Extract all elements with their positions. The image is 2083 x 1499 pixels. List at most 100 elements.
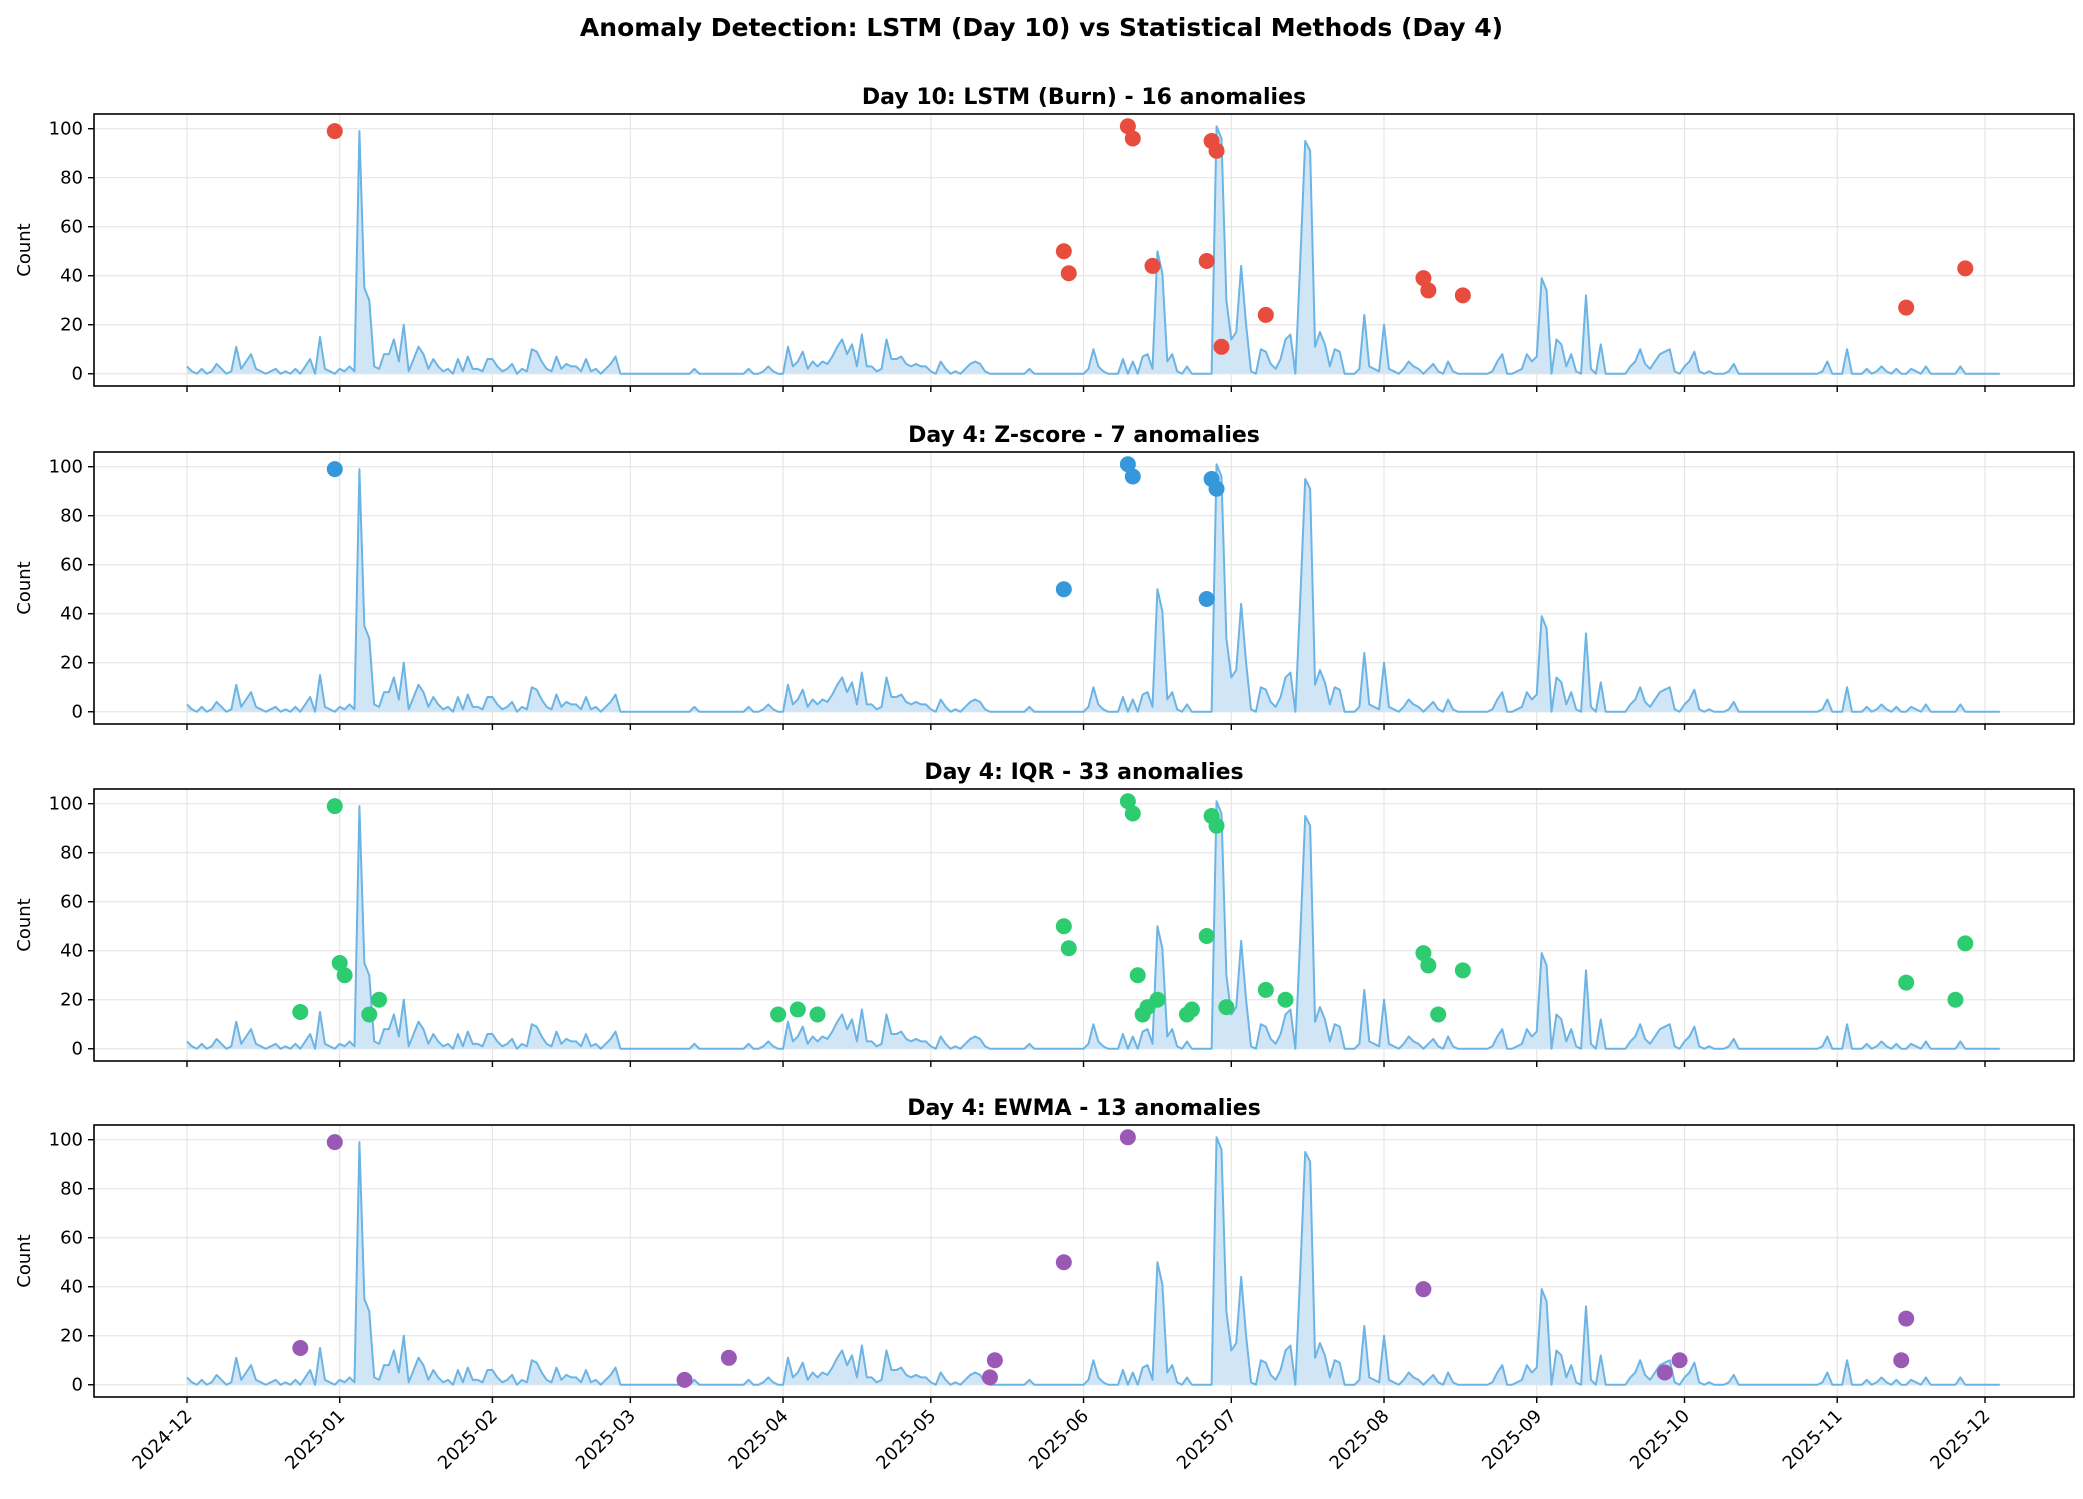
anomaly-point [1149, 991, 1166, 1008]
anomaly-point [1124, 805, 1141, 822]
anomaly-point [331, 954, 348, 971]
y-tick-label: 100 [49, 1130, 83, 1151]
anomaly-point [1415, 945, 1432, 962]
anomaly-point [1208, 817, 1225, 834]
subplot-2: 0 20 40 60 80 100 Count Day 4: Z-score - 7 anom… [14, 423, 2075, 730]
y-tick-label: 60 [60, 892, 83, 913]
y-tick-label: 100 [49, 794, 83, 815]
anomaly-point [1055, 918, 1072, 935]
y-tick-label: 100 [49, 119, 83, 140]
anomaly-point [986, 1352, 1003, 1369]
y-tick-label: 40 [60, 1277, 83, 1298]
anomaly-point [371, 991, 388, 1008]
anomaly-point [1055, 1254, 1072, 1271]
y-tick-label: 20 [60, 1326, 83, 1347]
y-tick-label: 60 [60, 555, 83, 576]
y-tick-label: 40 [60, 941, 83, 962]
series-line [186, 463, 2000, 713]
anomaly-point [1420, 957, 1437, 974]
y-axis-label: Count [14, 561, 35, 614]
series-area [187, 126, 2000, 374]
y-tick-label: 100 [49, 457, 83, 478]
subplot-title: Day 4: EWMA - 13 anomalies [907, 1096, 1261, 1121]
x-tick-label: 2025-12 [1926, 1406, 1994, 1474]
anomaly-point [1119, 793, 1136, 810]
anomaly-point [1420, 282, 1437, 299]
anomaly-point [1198, 591, 1215, 608]
anomaly-point [1898, 299, 1915, 316]
y-tick-label: 0 [72, 702, 83, 723]
y-tick-label: 80 [60, 843, 83, 864]
anomaly-point [1671, 1352, 1688, 1369]
anomaly-markers [292, 1129, 1915, 1388]
anomaly-point [770, 1006, 787, 1023]
y-tick-label: 40 [60, 266, 83, 287]
y-tick-label: 20 [60, 315, 83, 336]
series-area [187, 801, 2000, 1049]
anomaly-point [1060, 940, 1077, 957]
anomaly-point [1257, 306, 1274, 323]
x-tick-label: 2025-08 [1326, 1406, 1394, 1474]
anomaly-point [292, 1003, 309, 1020]
anomaly-point [720, 1349, 737, 1366]
y-axis-label: Count [14, 223, 35, 276]
anomaly-point [1277, 991, 1294, 1008]
x-tick-label: 2025-10 [1626, 1406, 1694, 1474]
y-tick-label: 20 [60, 653, 83, 674]
anomaly-point [1898, 1310, 1915, 1327]
anomaly-point [1119, 1129, 1136, 1146]
anomaly-point [1198, 253, 1215, 270]
anomaly-point [981, 1369, 998, 1386]
x-tick-label: 2025-01 [281, 1406, 349, 1474]
anomaly-point [1656, 1364, 1673, 1381]
x-tick-label: 2025-05 [872, 1406, 940, 1474]
x-tick-label: 2025-04 [725, 1406, 793, 1474]
y-tick-label: 0 [72, 1375, 83, 1396]
anomaly-point [1893, 1352, 1910, 1369]
x-tick-label: 2025-06 [1025, 1406, 1093, 1474]
series-area [187, 464, 2000, 712]
x-tick-label: 2025-09 [1478, 1406, 1546, 1474]
y-tick-label: 0 [72, 364, 83, 385]
subplot-title: Day 4: Z-score - 7 anomalies [908, 423, 1260, 448]
y-axis-label: Count [14, 898, 35, 951]
anomaly-point [1430, 1006, 1447, 1023]
anomaly-point [1144, 257, 1161, 274]
anomaly-point [292, 1339, 309, 1356]
anomaly-point [1124, 468, 1141, 485]
y-tick-label: 20 [60, 990, 83, 1011]
anomaly-point [1957, 260, 1974, 277]
y-axis-label: Count [14, 1234, 35, 1287]
anomaly-point [809, 1006, 826, 1023]
grid [94, 452, 2074, 724]
anomaly-point [789, 1001, 806, 1018]
y-tick-label: 80 [60, 506, 83, 527]
subplot-4: 0 20 40 60 80 100 Count Day 4: EWMA - 13 anomal… [14, 1096, 2075, 1474]
anomaly-point [1257, 981, 1274, 998]
anomaly-point [326, 461, 343, 478]
anomaly-point [1454, 962, 1471, 979]
subplot-3: 0 20 40 60 80 100 Count Day 4: IQR - 33 anomali… [14, 760, 2075, 1067]
series-area [187, 1137, 2000, 1385]
anomaly-point [1060, 265, 1077, 282]
anomaly-point [1124, 130, 1141, 147]
anomaly-point [1947, 991, 1964, 1008]
anomaly-point [326, 123, 343, 140]
anomaly-point [1208, 480, 1225, 497]
x-tick-label: 2024-12 [128, 1406, 196, 1474]
anomaly-point [1119, 456, 1136, 473]
anomaly-point [361, 1006, 378, 1023]
x-tick-label: 2025-07 [1173, 1406, 1241, 1474]
anomaly-point [1898, 974, 1915, 991]
anomaly-point [1183, 1001, 1200, 1018]
y-tick-label: 80 [60, 1179, 83, 1200]
series-line [186, 800, 2000, 1050]
series-line [186, 125, 2000, 375]
anomaly-point [1055, 581, 1072, 598]
anomaly-point [1129, 967, 1146, 984]
anomaly-point [1213, 338, 1230, 355]
y-tick-label: 80 [60, 168, 83, 189]
y-tick-label: 0 [72, 1039, 83, 1060]
